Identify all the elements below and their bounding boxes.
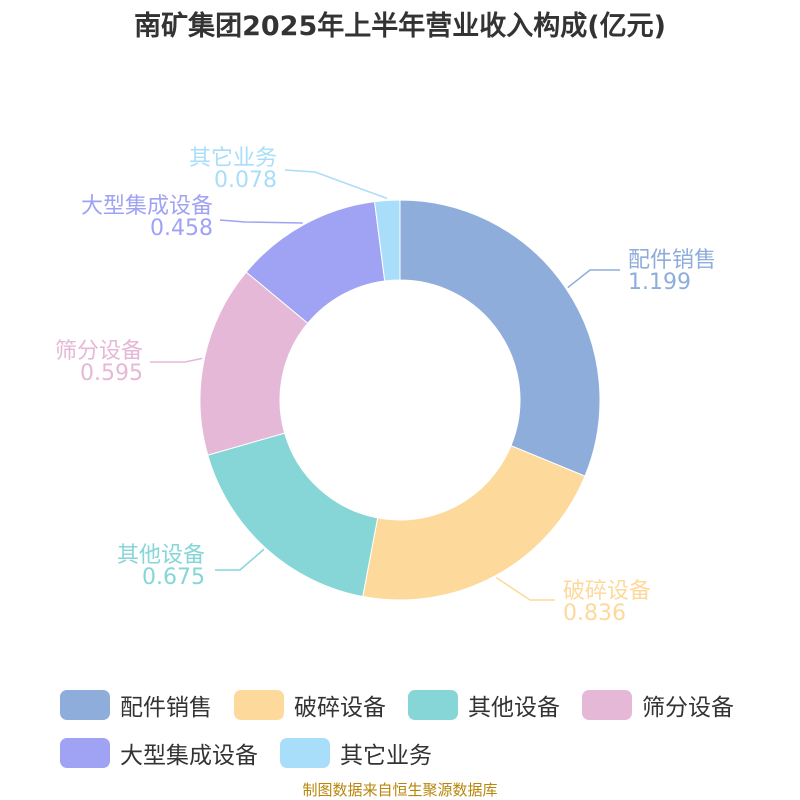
legend-swatch (408, 690, 458, 720)
legend-label: 破碎设备 (294, 695, 386, 721)
legend-item-5[interactable]: 大型集成设备 (60, 736, 258, 770)
legend-label: 其他设备 (468, 695, 560, 721)
slice-label-value-6: 0.078 (214, 168, 277, 193)
legend-swatch (234, 690, 284, 720)
donut-slice-2[interactable] (362, 445, 586, 601)
legend-item-1[interactable]: 配件销售 (60, 688, 212, 722)
slice-label-value-5: 0.458 (150, 216, 213, 241)
slice-label-name-5: 大型集成设备 (81, 194, 213, 219)
leader-line-6 (284, 169, 388, 200)
donut-slice-1[interactable] (399, 199, 601, 477)
legend-item-4[interactable]: 筛分设备 (582, 688, 734, 722)
legend-swatch (280, 738, 330, 768)
leader-line-1 (567, 269, 620, 289)
leader-line-2 (495, 576, 555, 601)
leader-lines (150, 169, 620, 601)
legend-swatch (60, 738, 110, 768)
leader-line-5 (219, 219, 303, 224)
donut-slices (199, 199, 601, 601)
legend-label: 配件销售 (120, 695, 212, 721)
slice-label-name-4: 筛分设备 (55, 339, 143, 364)
slice-label-value-3: 0.675 (142, 565, 205, 590)
chart-title: 南矿集团2025年上半年营业收入构成(亿元) (134, 11, 666, 42)
legend-item-2[interactable]: 破碎设备 (234, 688, 386, 722)
donut-slice-3[interactable] (207, 432, 379, 598)
source-note: 制图数据来自恒生聚源数据库 (302, 781, 498, 799)
slice-label-name-1: 配件销售 (628, 248, 716, 273)
slice-label-value-1: 1.199 (628, 270, 691, 295)
legend-swatch (60, 690, 110, 720)
legend-label: 大型集成设备 (120, 743, 258, 769)
legend-item-6[interactable]: 其它业务 (280, 736, 432, 770)
legend-item-3[interactable]: 其他设备 (408, 688, 560, 722)
legend: 配件销售 破碎设备 其他设备 筛分设备大型集成设备 其它业务 (60, 688, 780, 770)
donut-slice-6[interactable] (373, 199, 401, 282)
slice-label-value-4: 0.595 (80, 361, 143, 386)
leader-line-3 (215, 548, 265, 571)
slice-label-name-3: 其他设备 (117, 543, 205, 568)
leader-line-4 (150, 357, 203, 363)
legend-label: 其它业务 (340, 743, 432, 769)
legend-swatch (582, 690, 632, 720)
slice-label-value-2: 0.836 (563, 601, 626, 626)
slice-label-name-2: 破碎设备 (563, 579, 651, 604)
legend-label: 筛分设备 (642, 695, 734, 721)
slice-label-name-6: 其它业务 (189, 146, 277, 171)
